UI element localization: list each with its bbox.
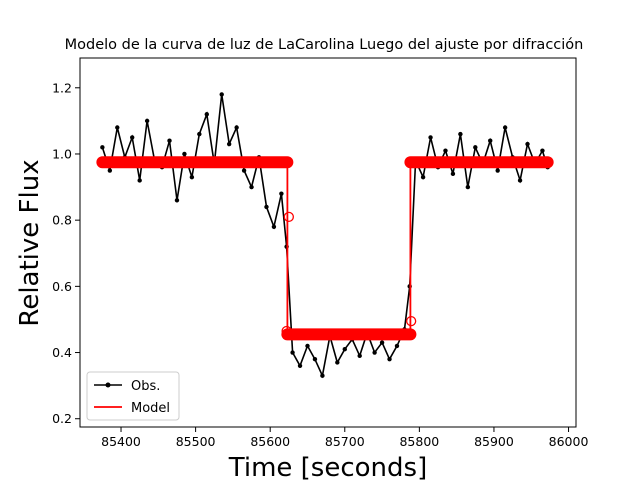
x-tick-label: 85600 [250,434,290,449]
obs-data-point [144,118,150,124]
y-axis-ticks: 0.2 0.4 0.6 0.8 1.0 1.2 [52,80,80,426]
x-tick-label: 85400 [101,434,141,449]
obs-data-point [100,145,105,150]
chart-title: Modelo de la curva de luz de LaCarolina … [65,37,584,53]
x-tick-label: 86000 [549,434,589,449]
x-axis-label: Time [seconds] [228,453,427,480]
x-tick-label: 85800 [399,434,439,449]
obs-data-point [182,151,187,157]
obs-data-point [107,168,113,173]
x-tick-label: 85500 [176,434,216,449]
y-tick-label: 0.6 [52,279,72,294]
obs-data-point [204,112,209,117]
obs-data-point [420,174,426,180]
obs-data-point [249,184,254,190]
obs-data-point [137,178,142,183]
obs-data-point [502,125,508,130]
obs-data-point [189,174,195,180]
obs-data-point [335,360,340,365]
y-axis-label: Relative Flux [15,159,45,326]
obs-data-point [219,92,224,97]
obs-series-line [101,94,549,379]
model-transition-point [283,211,294,223]
obs-data-point [115,125,120,130]
legend-model-label: Model [131,401,170,416]
obs-data-point [450,171,456,177]
x-tick-label: 85700 [325,434,365,449]
obs-data-point [488,138,493,143]
obs-data-point [305,343,310,349]
y-tick-label: 0.8 [52,213,72,228]
legend-obs-marker [105,382,111,388]
x-tick-label: 85900 [474,434,514,449]
y-tick-label: 0.4 [52,345,72,360]
obs-data-point [517,178,523,183]
obs-data-point [458,131,463,137]
model-transition-point [406,315,417,327]
obs-data-point [387,356,392,362]
obs-data-point [167,138,172,143]
y-tick-label: 0.2 [52,411,72,426]
legend-obs-label: Obs. [131,379,160,394]
obs-data-point [372,350,377,355]
obs-data-point [226,141,232,147]
obs-data-point [495,168,500,173]
plot-frame [79,57,577,428]
obs-data-point [130,135,135,140]
obs-data-point [379,340,385,345]
y-tick-label: 1.2 [52,80,72,95]
obs-data-point [540,148,545,153]
obs-data-point [525,141,530,147]
obs-data-point [443,148,448,153]
obs-data-point [197,131,202,137]
obs-data-point [264,204,269,210]
obs-data-point [342,347,347,352]
plot-area [96,92,554,379]
obs-data-point [394,343,400,349]
obs-data-point [241,168,247,173]
obs-data-point [234,125,239,130]
obs-data-point [312,356,318,362]
obs-data-point [320,373,325,378]
obs-data-point [290,350,295,355]
obs-data-point [428,135,433,140]
x-axis-ticks: 85400 85500 85600 85700 85800 85900 86000 [101,427,588,449]
obs-data-point [297,363,303,368]
obs-data-point [465,184,471,190]
obs-data-point [473,145,478,150]
obs-data-point [279,191,284,196]
obs-data-point [174,198,180,203]
obs-data-point [357,353,362,359]
model-transition-point [281,325,292,337]
legend: Obs. Model [86,371,180,421]
obs-data-point [271,224,277,229]
y-tick-label: 1.0 [52,146,72,161]
